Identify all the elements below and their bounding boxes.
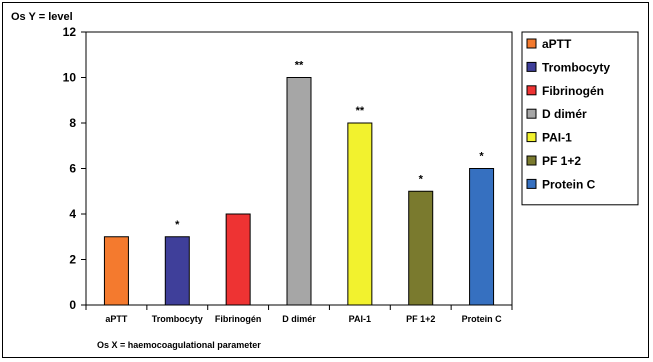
legend-label: Fibrinogén [542, 84, 604, 98]
bar [226, 214, 250, 305]
x-tick-label: Trombocyty [152, 314, 203, 324]
legend-swatch [527, 62, 536, 71]
y-tick-label: 12 [63, 25, 77, 39]
legend-label: Trombocyty [542, 60, 610, 74]
significance-annotation: * [479, 151, 484, 163]
x-tick-label: D dimér [282, 314, 316, 324]
x-axis-label: Os X = haemocoagulational parameter [97, 340, 261, 350]
y-tick-label: 4 [69, 207, 76, 221]
x-tick-label: PAI-1 [349, 314, 371, 324]
x-tick-label: Fibrinogén [215, 314, 262, 324]
legend-swatch [527, 156, 536, 165]
significance-annotation: * [175, 219, 180, 231]
bar [165, 237, 189, 305]
x-tick-label: PF 1+2 [406, 314, 435, 324]
y-tick-label: 0 [69, 298, 76, 312]
significance-annotation: ** [295, 60, 304, 72]
legend: aPTT Trombocyty Fibrinogén D dimér PAI-1 PF 1… [522, 32, 638, 205]
x-tick-label: Protein C [462, 314, 503, 324]
legend-swatch [527, 133, 536, 142]
legend-label: Protein C [542, 177, 596, 191]
bar [470, 169, 494, 306]
y-tick-label: 8 [69, 116, 76, 130]
legend-label: D dimér [542, 107, 587, 121]
bar [287, 78, 311, 306]
bar [104, 237, 128, 305]
significance-annotation: * [419, 173, 424, 185]
bar-chart: Os Y = level Os X = haemocoagulational p… [3, 3, 650, 359]
legend-swatch [527, 86, 536, 95]
legend-swatch [527, 39, 536, 48]
chart-frame: Os Y = level Os X = haemocoagulational p… [2, 2, 649, 358]
legend-swatch [527, 109, 536, 118]
legend-label: PF 1+2 [542, 154, 581, 168]
y-tick-label: 10 [63, 71, 77, 85]
significance-annotation: ** [356, 105, 365, 117]
legend-label: aPTT [542, 37, 572, 51]
y-axis-label: Os Y = level [11, 11, 73, 23]
legend-label: PAI-1 [542, 131, 572, 145]
plot-area: 0 2 4 6 8 10 12 aPTT Trombocyty * Fibrinogén D dimé… [63, 25, 512, 324]
y-tick-label: 2 [69, 253, 76, 267]
bar [409, 191, 433, 305]
y-tick-label: 6 [69, 162, 76, 176]
legend-swatch [527, 179, 536, 188]
bar [348, 123, 372, 305]
x-tick-label: aPTT [105, 314, 128, 324]
